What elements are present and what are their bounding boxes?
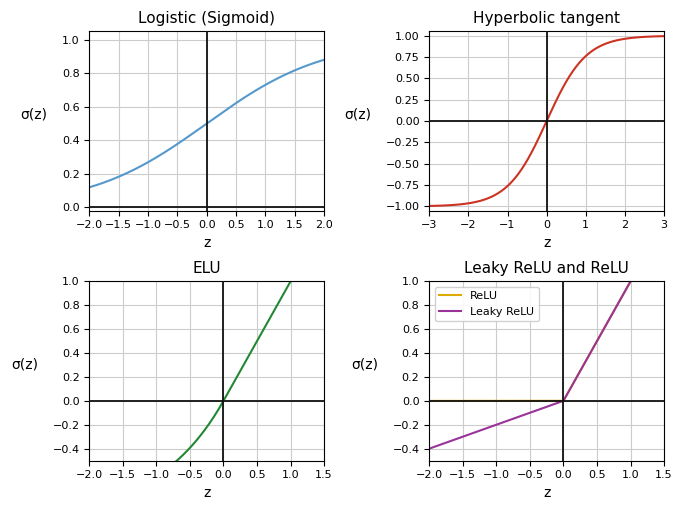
Y-axis label: σ(z): σ(z): [11, 357, 38, 371]
ReLU: [529, 398, 537, 404]
X-axis label: z: z: [203, 486, 211, 500]
Leaky ReLU: [449, 437, 458, 443]
ReLU: [660, 219, 668, 225]
ReLU: [449, 398, 458, 404]
Y-axis label: σ(z): σ(z): [344, 107, 371, 121]
ReLU: [520, 398, 528, 404]
Title: Logistic (Sigmoid): Logistic (Sigmoid): [138, 11, 275, 26]
Legend: ReLU, Leaky ReLU: ReLU, Leaky ReLU: [435, 287, 539, 321]
X-axis label: z: z: [543, 236, 551, 250]
X-axis label: z: z: [203, 236, 211, 250]
ReLU: [608, 311, 616, 317]
Y-axis label: σ(z): σ(z): [21, 107, 47, 121]
Leaky ReLU: [529, 409, 537, 415]
Leaky ReLU: [425, 446, 434, 452]
Leaky ReLU: [586, 350, 594, 356]
Title: Hyperbolic tangent: Hyperbolic tangent: [473, 11, 620, 26]
Line: ReLU: ReLU: [430, 222, 664, 401]
Title: ELU: ELU: [192, 261, 221, 276]
ReLU: [425, 398, 434, 404]
Leaky ReLU: [520, 412, 528, 418]
Leaky ReLU: [608, 311, 616, 317]
Leaky ReLU: [660, 219, 668, 225]
Line: Leaky ReLU: Leaky ReLU: [430, 222, 664, 449]
ReLU: [612, 303, 620, 309]
X-axis label: z: z: [543, 486, 551, 500]
ReLU: [586, 350, 594, 356]
Title: Leaky ReLU and ReLU: Leaky ReLU and ReLU: [464, 261, 629, 276]
Y-axis label: σ(z): σ(z): [351, 357, 378, 371]
Leaky ReLU: [612, 303, 620, 309]
